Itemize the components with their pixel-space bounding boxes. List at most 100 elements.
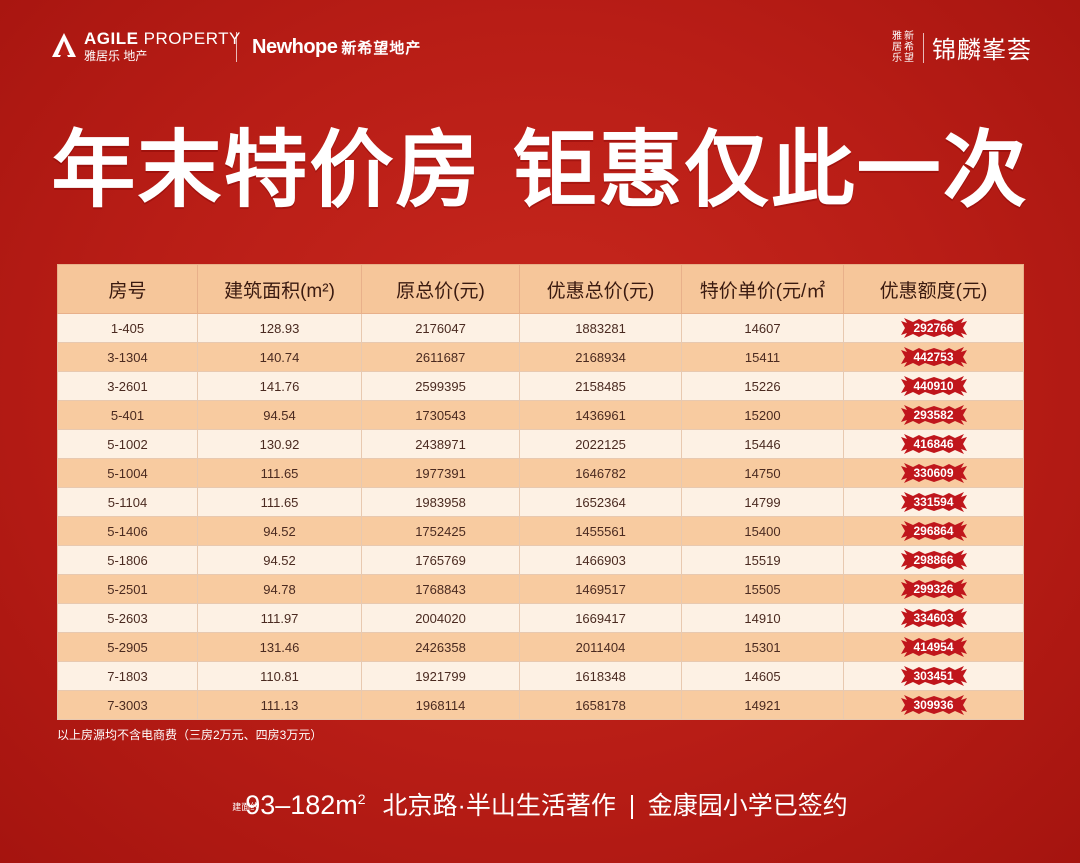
agile-name-cn: 雅居乐 地产 (84, 49, 148, 63)
discount-amount-cell: 334603 (843, 603, 1024, 633)
discount-amount-cell: 416846 (843, 429, 1024, 459)
discount-amount-cell: 440910 (843, 371, 1024, 401)
discount-amount-cell: 414954 (843, 632, 1024, 662)
discount-amount-value: 299326 (913, 582, 954, 596)
footnote: 以上房源均不含电商费（三房2万元、四房3万元） (57, 728, 323, 742)
table-row: 5-2501 94.78 1768843 1469517 15505 299326 (57, 574, 1024, 604)
area-cell: 94.54 (197, 400, 362, 430)
discount-amount-value: 440910 (913, 379, 954, 393)
unit-price-cell: 15400 (681, 516, 844, 546)
header-unit-price: 特价单价(元/㎡ (681, 264, 844, 314)
table-row: 5-1406 94.52 1752425 1455561 15400 296864 (57, 516, 1024, 546)
area-cell: 128.93 (197, 313, 362, 343)
original-price-cell: 2599395 (361, 371, 520, 401)
table-row: 7-1803 110.81 1921799 1618348 14605 303451 (57, 661, 1024, 691)
original-price-cell: 2176047 (361, 313, 520, 343)
developer-mark-char: 乐 (892, 53, 902, 64)
original-price-cell: 2426358 (361, 632, 520, 662)
table-row: 5-1004 111.65 1977391 1646782 14750 330609 (57, 458, 1024, 488)
unit-cell: 3-2601 (57, 371, 198, 401)
original-price-cell: 1768843 (361, 574, 520, 604)
discount-price-cell: 1466903 (519, 545, 682, 575)
discount-badge: 303451 (900, 666, 967, 686)
header-divider (236, 32, 237, 62)
unit-cell: 5-1806 (57, 545, 198, 575)
area-cell: 111.65 (197, 487, 362, 517)
original-price-cell: 1977391 (361, 458, 520, 488)
unit-cell: 5-401 (57, 400, 198, 430)
unit-cell: 1-405 (57, 313, 198, 343)
unit-cell: 5-2905 (57, 632, 198, 662)
developer-mark: 雅 新 居 希 乐 望 (891, 31, 915, 64)
agile-logo-icon (52, 33, 76, 57)
unit-cell: 5-1406 (57, 516, 198, 546)
unit-cell: 5-2501 (57, 574, 198, 604)
discount-badge: 330609 (900, 463, 967, 483)
discount-badge: 293582 (900, 405, 967, 425)
discount-price-cell: 1469517 (519, 574, 682, 604)
table-header-row: 房号 建筑面积(m²) 原总价(元) 优惠总价(元) 特价单价(元/㎡ 优惠额度… (57, 264, 1024, 314)
table-row: 5-2603 111.97 2004020 1669417 14910 334603 (57, 603, 1024, 633)
table-row: 5-1002 130.92 2438971 2022125 15446 416846 (57, 429, 1024, 459)
original-price-cell: 1752425 (361, 516, 520, 546)
original-price-cell: 2004020 (361, 603, 520, 633)
original-price-cell: 1983958 (361, 487, 520, 517)
unit-price-cell: 14750 (681, 458, 844, 488)
unit-price-cell: 14605 (681, 661, 844, 691)
header-original-price: 原总价(元) (361, 264, 520, 314)
header-area: 建筑面积(m²) (197, 264, 362, 314)
unit-cell: 3-1304 (57, 342, 198, 372)
discount-amount-cell: 309936 (843, 690, 1024, 720)
area-cell: 94.52 (197, 516, 362, 546)
unit-price-cell: 15411 (681, 342, 844, 372)
headline: 年末特价房 钜惠仅此一次 (51, 121, 1029, 219)
discount-badge: 440910 (900, 376, 967, 396)
newhope-name-cn: 新希望地产 (341, 40, 422, 57)
table-row: 1-405 128.93 2176047 1883281 14607 292766 (57, 313, 1024, 343)
discount-badge: 292766 (900, 318, 967, 338)
original-price-cell: 1730543 (361, 400, 520, 430)
original-price-cell: 2611687 (361, 342, 520, 372)
header: AGILE PROPERTY 雅居乐 地产 Newhope 新希望地产 雅 新 居… (0, 0, 1080, 80)
discount-amount-value: 330609 (913, 466, 954, 480)
project-name: 锦麟峯荟 (932, 37, 1032, 64)
unit-price-cell: 15519 (681, 545, 844, 575)
unit-price-cell: 14921 (681, 690, 844, 720)
table-row: 5-2905 131.46 2426358 2011404 15301 414954 (57, 632, 1024, 662)
discount-amount-value: 334603 (913, 611, 954, 625)
area-cell: 141.76 (197, 371, 362, 401)
discount-amount-value: 293582 (913, 408, 954, 422)
unit-price-cell: 15200 (681, 400, 844, 430)
discount-amount-value: 414954 (913, 640, 954, 654)
header-discount-amount: 优惠额度(元) (843, 264, 1024, 314)
table-row: 7-3003 111.13 1968114 1658178 14921 309936 (57, 690, 1024, 720)
unit-price-cell: 14799 (681, 487, 844, 517)
discount-price-cell: 1652364 (519, 487, 682, 517)
area-cell: 131.46 (197, 632, 362, 662)
area-range-value: 93–182m (245, 790, 358, 820)
agile-name-rest: PROPERTY (138, 29, 241, 48)
developer-mark-char: 新 (904, 31, 914, 42)
table-row: 5-1806 94.52 1765769 1466903 15519 298866 (57, 545, 1024, 575)
unit-cell: 5-2603 (57, 603, 198, 633)
agile-name-bold: AGILE (84, 29, 139, 48)
discount-amount-value: 442753 (913, 350, 954, 364)
discount-badge: 334603 (900, 608, 967, 628)
area-label: 建面约 (232, 802, 260, 813)
area-cell: 111.65 (197, 458, 362, 488)
discount-amount-cell: 331594 (843, 487, 1024, 517)
table-row: 3-1304 140.74 2611687 2168934 15411 442753 (57, 342, 1024, 372)
area-cell: 110.81 (197, 661, 362, 691)
discount-badge: 298866 (900, 550, 967, 570)
discount-amount-value: 416846 (913, 437, 954, 451)
unit-cell: 5-1004 (57, 458, 198, 488)
discount-amount-cell: 303451 (843, 661, 1024, 691)
discount-price-cell: 1646782 (519, 458, 682, 488)
discount-price-cell: 1455561 (519, 516, 682, 546)
unit-cell: 5-1002 (57, 429, 198, 459)
discount-price-cell: 2168934 (519, 342, 682, 372)
developer-mark-char: 居 (892, 42, 902, 53)
discount-amount-value: 296864 (913, 524, 954, 538)
discount-price-cell: 1618348 (519, 661, 682, 691)
newhope-name-en: Newhope (252, 36, 338, 58)
